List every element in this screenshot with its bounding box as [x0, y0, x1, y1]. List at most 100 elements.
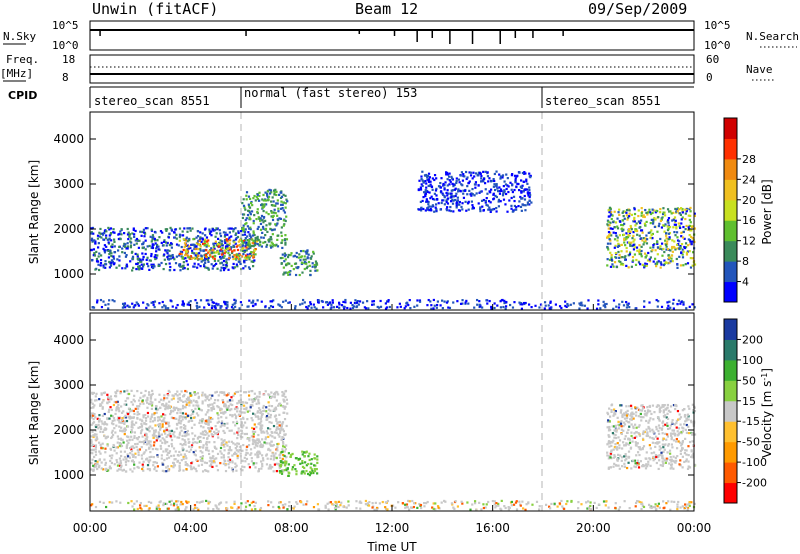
velocity-yticks: 1000 2000 3000 4000 — [53, 333, 694, 482]
nsky-tick-bottom: 10^0 — [52, 39, 79, 52]
colorbar-swatch — [724, 240, 737, 262]
echo-region — [178, 238, 258, 261]
colorbar-tick-label: 24 — [742, 173, 756, 186]
colorbar-tick-label: 100 — [742, 354, 763, 367]
colorbar-swatch — [724, 319, 737, 340]
colorbar-swatch — [724, 359, 737, 381]
nsky-frame — [89, 20, 695, 51]
colorbar-swatch — [724, 421, 737, 443]
colorbar-tick-label: 20 — [742, 194, 756, 207]
date-title: 09/Sep/2009 — [588, 0, 687, 18]
ytick-label: 1000 — [53, 267, 84, 281]
xtick-label: 12:00 — [375, 521, 410, 535]
colorbar-swatch — [724, 138, 737, 160]
ytick-label: 4000 — [53, 132, 84, 146]
power-yticks: 1000 2000 3000 4000 — [53, 132, 694, 281]
echo-region — [417, 170, 533, 214]
freq-label-line1: Freq. — [6, 53, 39, 66]
colorbar-swatch — [724, 462, 737, 484]
ytick-label: 1000 — [53, 468, 84, 482]
echo-region — [90, 389, 289, 473]
echo-region — [91, 298, 696, 310]
nsky-dropouts — [99, 30, 564, 44]
freq-frame — [89, 54, 695, 84]
colorbar-tick-label: 8 — [742, 255, 749, 268]
echo-region — [90, 226, 256, 272]
power-ylabel: Slant Range [km] — [27, 160, 41, 264]
ytick-label: 3000 — [53, 378, 84, 392]
colorbar-tick-label: 50 — [742, 374, 756, 387]
time-axis-label: Time UT — [366, 540, 417, 554]
cpid-segment-3: stereo_scan 8551 — [545, 94, 661, 108]
colorbar-swatch — [724, 220, 737, 242]
xtick-label: 20:00 — [576, 521, 611, 535]
colorbar-tick-label: -200 — [742, 477, 767, 490]
colorbar-tick-label: -100 — [742, 456, 767, 469]
xtick-label: 04:00 — [173, 521, 208, 535]
velocity-colorbar-label: Velocity [m s-1] — [760, 368, 775, 458]
nave-label: Nave — [746, 63, 773, 76]
freq-tick-top: 18 — [62, 53, 75, 66]
velocity-echoes — [90, 389, 697, 511]
colorbar-swatch — [724, 179, 737, 201]
freq-tick-bottom: 8 — [62, 71, 69, 84]
echo-region — [241, 188, 289, 250]
colorbar-tick-label: -50 — [742, 436, 760, 449]
time-axis-ticks: 00:00 04:00 08:00 12:00 16:00 20:00 00:00 — [73, 304, 712, 535]
ytick-label: 2000 — [53, 423, 84, 437]
freq-label-line2: [MHz] — [0, 67, 33, 80]
colorbar-tick-label: 200 — [742, 333, 763, 346]
colorbar-tick-label: 16 — [742, 214, 756, 227]
power-colorbar-label: Power [dB] — [760, 179, 774, 244]
colorbar-tick-label: 15 — [742, 395, 756, 408]
nsky-label: N.Sky — [3, 30, 36, 43]
echo-region — [605, 206, 697, 269]
colorbar-swatch — [724, 400, 737, 422]
xtick-label: 00:00 — [73, 521, 108, 535]
echo-region — [90, 499, 696, 511]
colorbar-tick-label: 12 — [742, 235, 756, 248]
colorbar-swatch — [724, 281, 737, 303]
freq-panel: Freq. [MHz] 18 8 60 0 Nave — [0, 53, 776, 84]
beam-title: Beam 12 — [355, 0, 418, 18]
colorbar-swatch — [724, 158, 737, 180]
nave-tick-top: 60 — [706, 53, 719, 66]
echo-region — [606, 403, 697, 471]
colorbar-swatch — [724, 118, 737, 139]
nsearch-label: N.Search — [746, 30, 799, 43]
power-frame — [89, 111, 695, 311]
cpid-segment-1: stereo_scan 8551 — [94, 94, 210, 108]
colorbar-tick-label: 28 — [742, 153, 756, 166]
nsearch-tick-bottom: 10^0 — [704, 39, 731, 52]
power-colorbar: 4 8 12 16 20 24 28 — [723, 117, 756, 303]
velocity-panel: 1000 2000 3000 4000 Slant Range [km] -200 -1… — [27, 304, 774, 554]
velocity-ylabel: Slant Range [km] — [27, 361, 41, 465]
colorbar-swatch — [724, 441, 737, 463]
power-panel: 1000 2000 3000 4000 Slant Range [km] 4 8 12 16… — [27, 111, 774, 311]
ytick-label: 4000 — [53, 333, 84, 347]
nsky-panel: N.Sky 10^5 10^0 10^5 10^0 N.Search — [3, 19, 799, 52]
colorbar-swatch — [724, 339, 737, 361]
colorbar-tick-label: -15 — [742, 415, 760, 428]
echo-region — [279, 249, 319, 277]
ytick-label: 3000 — [53, 177, 84, 191]
cpid-label: CPID — [8, 89, 37, 102]
nsearch-tick-top: 10^5 — [704, 19, 731, 32]
cpid-segment-2: normal (fast stereo) 153 — [244, 86, 417, 100]
colorbar-tick-label: 4 — [742, 276, 749, 289]
xtick-label: 16:00 — [475, 521, 510, 535]
colorbar-swatch — [724, 482, 737, 504]
station-title: Unwin (fitACF) — [92, 0, 218, 18]
ytick-label: 2000 — [53, 222, 84, 236]
xtick-label: 00:00 — [677, 521, 712, 535]
xtick-label: 08:00 — [274, 521, 309, 535]
colorbar-frame — [723, 318, 738, 504]
colorbar-swatch — [724, 199, 737, 221]
cpid-panel: CPID stereo_scan 8551 normal (fast stere… — [8, 86, 694, 108]
colorbar-frame — [723, 117, 738, 303]
colorbar-swatch — [724, 261, 737, 283]
colorbar-swatch — [724, 380, 737, 402]
echo-region — [278, 450, 319, 478]
nsky-tick-top: 10^5 — [52, 19, 79, 32]
